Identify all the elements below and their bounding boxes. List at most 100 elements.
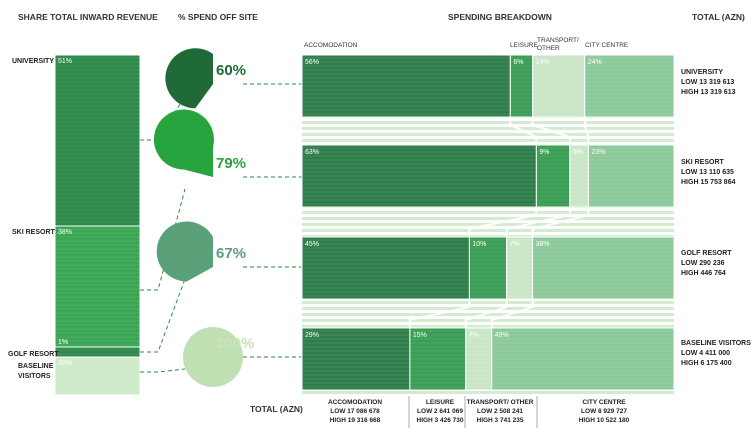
flow-connector xyxy=(509,117,538,145)
header-total: TOTAL (AZN) xyxy=(692,12,745,22)
breakdown-segment-label: 49% xyxy=(495,332,509,339)
header-breakdown: SPENDING BREAKDOWN xyxy=(448,12,552,22)
flow-connector xyxy=(468,207,538,237)
column-total-line: LOW 2 508 241 xyxy=(477,408,523,415)
row-label-university: UNIVERSITY xyxy=(12,58,54,65)
breakdown-segment xyxy=(532,54,586,118)
breakdown-stripe xyxy=(302,301,674,304)
column-total-line: HIGH 3 741 235 xyxy=(477,417,524,424)
breakdown-segment-label: 38% xyxy=(536,241,550,248)
legend-leisure: LEISURE xyxy=(510,42,538,49)
breakdown-segment-label: 56% xyxy=(305,59,319,66)
dashed-connector xyxy=(140,188,186,291)
flow-connector xyxy=(531,207,590,237)
breakdown-stripe xyxy=(302,211,674,214)
breakdown-segment-label: 63% xyxy=(305,149,319,156)
share-bar xyxy=(54,54,141,227)
pie-slice xyxy=(153,109,214,177)
dashed-connector xyxy=(140,278,186,353)
header-share: SHARE TOTAL INWARD REVENUE xyxy=(18,12,158,22)
column-total-line: TRANSPORT/ OTHER xyxy=(467,399,534,406)
column-total-line: LOW 8 929 727 xyxy=(581,408,627,415)
header-spend-off-site: % SPEND OFF SITE xyxy=(178,12,258,22)
breakdown-stripe xyxy=(302,127,674,130)
breakdown-segment-label: 6% xyxy=(513,59,523,66)
row-total-line: HIGH 13 319 613 xyxy=(681,89,736,96)
column-total-line: HIGH 19 316 668 xyxy=(330,417,381,424)
breakdown-stripe xyxy=(302,133,674,136)
breakdown-stripe xyxy=(302,319,674,322)
right-totals: UNIVERSITY LOW 13 319 613 HIGH 13 319 613 S… xyxy=(681,69,751,367)
pie-slice xyxy=(165,48,213,109)
column-total-line: HIGH 10 522 180 xyxy=(579,417,630,424)
row-label-baseline: BASELINE xyxy=(18,363,54,370)
share-bar-label: 1% xyxy=(58,339,68,346)
row-total-line: HIGH 446 764 xyxy=(681,270,726,277)
column-total-line: ACCOMODATION xyxy=(328,399,382,406)
breakdown-stripe xyxy=(302,121,674,124)
flow-connector xyxy=(464,299,508,328)
breakdown-stripe xyxy=(302,391,674,394)
row-total-line: HIGH 15 753 864 xyxy=(681,179,736,186)
share-bar-label: 38% xyxy=(58,229,72,236)
spending-breakdown: 56% 6% 14% 24% 63% 9% 5% 23% 45% 10% 7% 38% 29% 15% 7%… xyxy=(301,54,675,394)
footer-total-label: TOTAL (AZN) xyxy=(250,404,303,414)
breakdown-segment-label: 10% xyxy=(472,241,486,248)
left-row-labels: UNIVERSITY SKI RESORT GOLF RESORT BASELI… xyxy=(8,58,59,380)
breakdown-segment-label: 24% xyxy=(588,59,602,66)
row-total-line: SKI RESORT xyxy=(681,159,725,166)
legend-other: OTHER xyxy=(537,45,560,52)
share-bar xyxy=(54,225,141,348)
row-total-line: LOW 290 236 xyxy=(681,260,725,267)
breakdown-segment-label: 14% xyxy=(536,59,550,66)
pie-slice xyxy=(183,327,243,387)
row-total-line: LOW 13 110 635 xyxy=(681,169,734,176)
breakdown-top-legend: ACCOMODATION LEISURE TRANSPORT/ OTHER CI… xyxy=(304,37,629,52)
share-bar-label: 10% xyxy=(58,360,72,367)
breakdown-segment xyxy=(584,54,675,118)
row-total-line: LOW 13 319 613 xyxy=(681,79,734,86)
flow-connector xyxy=(583,117,590,145)
breakdown-segment xyxy=(301,327,411,391)
breakdown-segment xyxy=(491,327,675,391)
breakdown-stripe xyxy=(302,325,674,328)
pies: 60% 79% 67% 100% xyxy=(153,48,254,387)
column-total-line: HIGH 3 426 730 xyxy=(417,417,464,424)
column-total-line: LOW 17 086 678 xyxy=(330,408,380,415)
breakdown-segment xyxy=(587,144,675,208)
breakdown-segment-label: 29% xyxy=(305,332,319,339)
breakdown-stripe xyxy=(302,313,674,316)
breakdown-segment-label: 23% xyxy=(591,149,605,156)
breakdown-segment-label: 5% xyxy=(573,149,583,156)
pie-value-label: 79% xyxy=(216,155,246,172)
row-total-line: UNIVERSITY xyxy=(681,69,723,76)
row-label-ski-resort: SKI RESORT xyxy=(12,229,56,236)
breakdown-stripe xyxy=(302,139,674,142)
pie-value-label: 60% xyxy=(216,62,246,79)
row-total-line: HIGH 6 175 400 xyxy=(681,360,732,367)
flow-connector xyxy=(490,299,534,328)
row-total-line: BASELINE VISITORS xyxy=(681,340,751,347)
column-total-line: LEISURE xyxy=(426,399,455,406)
breakdown-stripe xyxy=(302,229,674,232)
row-total-line: LOW 4 411 000 xyxy=(681,350,730,357)
breakdown-segment xyxy=(532,236,675,300)
legend-city-centre: CITY CENTRE xyxy=(585,42,629,49)
row-label-visitors: VISITORS xyxy=(18,373,51,380)
breakdown-segment xyxy=(468,236,508,300)
flow-connector xyxy=(531,117,571,145)
pie-value-label: 67% xyxy=(216,245,246,262)
breakdown-segment-label: 15% xyxy=(413,332,427,339)
dashed-connector xyxy=(140,368,186,373)
pie-slice xyxy=(156,221,213,282)
column-totals: ACCOMODATION LOW 17 086 678 HIGH 19 316 66… xyxy=(328,396,630,428)
column-total-line: LOW 2 641 069 xyxy=(417,408,463,415)
breakdown-stripe xyxy=(302,307,674,310)
share-bar-label: 51% xyxy=(58,58,72,65)
share-bar xyxy=(54,356,141,396)
share-bars: 51% 38% 1% 10% xyxy=(54,54,141,396)
legend-accomodation: ACCOMODATION xyxy=(304,42,358,49)
row-total-line: GOLF RESORT xyxy=(681,250,732,257)
